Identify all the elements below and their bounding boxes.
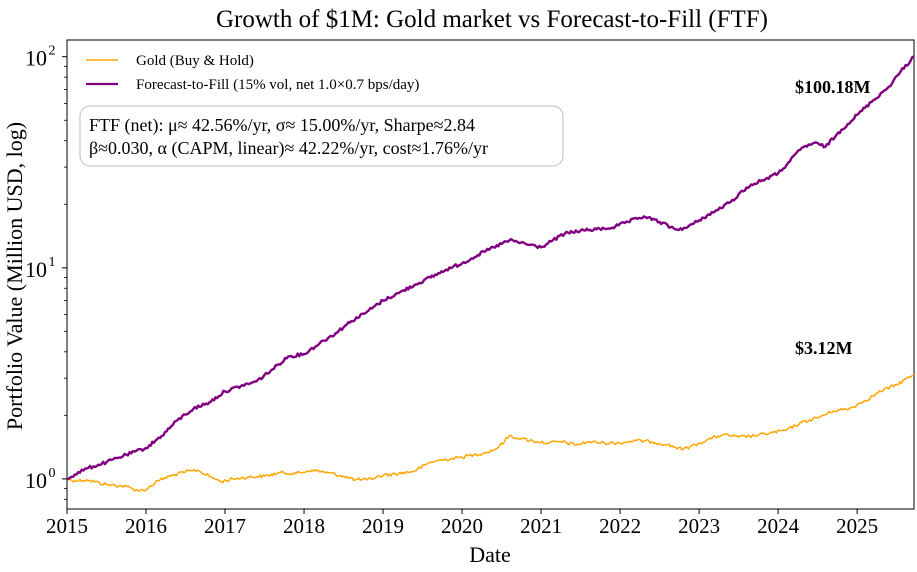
- plot-area: [66, 39, 915, 510]
- legend-label-gold: Gold (Buy & Hold): [136, 53, 254, 69]
- end-label-gold: $3.12M: [795, 338, 853, 358]
- y-axis-label: Portfolio Value (Million USD, log): [2, 122, 27, 430]
- x-tick-label: 2016: [125, 514, 167, 538]
- chart-title: Growth of $1M: Gold market vs Forecast-t…: [216, 6, 768, 33]
- legend-label-ftf: Forecast-to-Fill (15% vol, net 1.0×0.7 b…: [136, 77, 419, 93]
- stats-line-1: FTF (net): μ≈ 42.56%/yr, σ≈ 15.00%/yr, S…: [89, 115, 475, 136]
- series-line-gold: [66, 373, 915, 492]
- series-line-ftf: [66, 55, 915, 481]
- x-tick-label: 2022: [599, 514, 641, 538]
- x-tick-label: 2021: [520, 514, 562, 538]
- y-tick-label: 10: [25, 468, 47, 493]
- y-tick-label: 10: [25, 46, 47, 71]
- stats-line-2: β≈0.030, α (CAPM, linear)≈ 42.22%/yr, co…: [89, 138, 488, 159]
- x-axis-label: Date: [469, 542, 511, 567]
- x-tick-label: 2015: [46, 514, 88, 538]
- x-tick-label: 2024: [757, 514, 800, 538]
- x-tick-label: 2018: [283, 514, 325, 538]
- y-tick-exponent: 0: [49, 466, 56, 481]
- x-tick-label: 2025: [836, 514, 878, 538]
- end-label-ftf: $100.18M: [795, 77, 871, 97]
- y-tick-label: 10: [25, 257, 47, 282]
- y-tick-exponent: 2: [49, 44, 56, 59]
- stats-annotation: FTF (net): μ≈ 42.56%/yr, σ≈ 15.00%/yr, S…: [79, 105, 564, 167]
- x-tick-label: 2019: [362, 514, 404, 538]
- x-tick-label: 2017: [204, 514, 246, 538]
- x-axis: 2015 2016 2017 2018 2019 2020 2021 2022 2023 2024…: [46, 509, 878, 538]
- series-layer: [66, 55, 915, 492]
- x-tick-label: 2023: [678, 514, 720, 538]
- legend: Gold (Buy & Hold) Forecast-to-Fill (15% …: [86, 53, 419, 93]
- y-tick-exponent: 1: [49, 255, 56, 270]
- x-tick-label: 2020: [441, 514, 483, 538]
- stats-box: [79, 105, 564, 167]
